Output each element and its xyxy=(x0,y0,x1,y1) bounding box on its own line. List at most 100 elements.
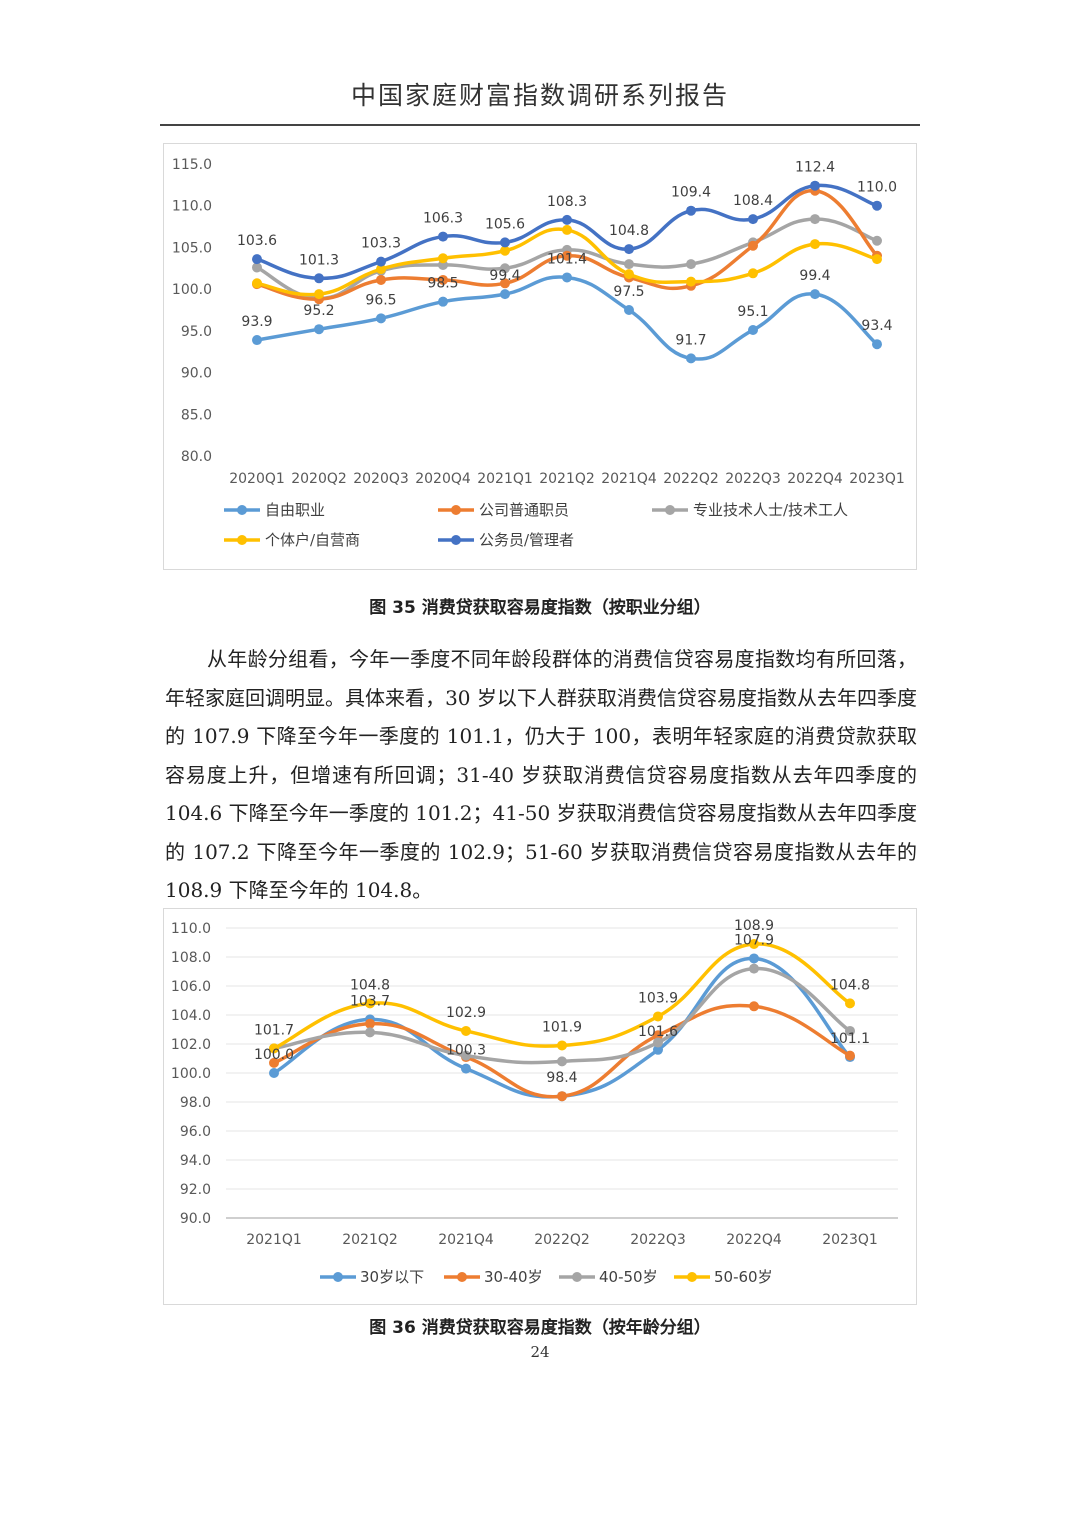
legend-label: 30岁以下 xyxy=(360,1268,424,1286)
data-label: 108.3 xyxy=(547,194,587,210)
data-point xyxy=(365,1018,375,1029)
data-label: 106.3 xyxy=(423,211,463,227)
data-point xyxy=(314,273,324,284)
data-point xyxy=(500,245,510,256)
data-label: 101.7 xyxy=(254,1022,294,1038)
y-tick-label: 96.0 xyxy=(180,1124,211,1140)
data-point xyxy=(624,244,634,255)
data-label: 101.1 xyxy=(830,1031,870,1047)
y-tick-label: 90.0 xyxy=(181,366,212,382)
figure-36-caption: 图 36 消费贷获取容易度指数（按年龄分组） xyxy=(369,1318,711,1338)
y-tick-label: 85.0 xyxy=(181,407,212,423)
data-label: 105.6 xyxy=(485,216,525,232)
data-label: 108.9 xyxy=(734,918,774,934)
data-point xyxy=(376,274,386,285)
legend-label: 公司普通职员 xyxy=(479,501,569,519)
data-point xyxy=(653,1030,663,1041)
data-label: 109.4 xyxy=(671,185,711,201)
data-point xyxy=(810,239,820,250)
data-label: 93.9 xyxy=(241,314,272,330)
x-tick-label: 2022Q3 xyxy=(725,471,781,487)
data-label: 95.2 xyxy=(303,303,334,319)
data-point xyxy=(686,259,696,270)
data-label: 91.7 xyxy=(675,332,706,348)
data-label: 96.5 xyxy=(365,292,396,308)
data-label: 103.6 xyxy=(237,233,277,249)
data-label: 99.4 xyxy=(489,268,520,284)
data-label: 100.3 xyxy=(446,1043,486,1059)
data-point xyxy=(461,1050,471,1061)
data-point xyxy=(749,1001,759,1012)
data-point xyxy=(748,268,758,279)
legend-marker xyxy=(451,505,461,515)
data-point xyxy=(500,289,510,300)
data-label: 108.4 xyxy=(733,193,773,209)
data-point xyxy=(376,313,386,324)
data-point xyxy=(653,1037,663,1048)
data-point xyxy=(872,254,882,265)
data-point xyxy=(562,272,572,283)
series-line xyxy=(255,275,879,361)
data-label: 103.7 xyxy=(350,993,390,1009)
data-label: 102.9 xyxy=(446,1005,486,1021)
data-point xyxy=(500,263,510,274)
x-tick-label: 2023Q1 xyxy=(849,471,905,487)
x-tick-label: 2022Q2 xyxy=(663,471,719,487)
data-label: 107.9 xyxy=(734,932,774,948)
data-point xyxy=(872,339,882,350)
page-header-title: 中国家庭财富指数调研系列报告 xyxy=(350,81,729,110)
legend-label: 30-40岁 xyxy=(484,1268,543,1286)
data-label: 110.0 xyxy=(857,180,897,196)
legend-marker xyxy=(457,1272,467,1282)
legend-marker xyxy=(237,535,247,545)
y-tick-label: 102.0 xyxy=(171,1037,211,1053)
y-tick-label: 92.0 xyxy=(180,1182,211,1198)
body-paragraph: 从年龄分组看，今年一季度不同年龄段群体的消费信贷容易度指数均有所回落，年轻家庭回… xyxy=(165,647,917,902)
occupation-line-chart: 80.0 85.0 90.0 95.0 100.0 105.0 110.0 115.0 2020… xyxy=(172,157,905,549)
x-tick-label: 2020Q3 xyxy=(353,471,409,487)
data-point xyxy=(845,1025,855,1036)
data-point xyxy=(252,278,262,289)
data-label: 99.4 xyxy=(799,268,830,284)
data-point xyxy=(686,276,696,287)
data-label: 103.3 xyxy=(361,236,401,252)
y-tick-label: 105.0 xyxy=(172,240,212,256)
legend-label: 公务员/管理者 xyxy=(479,531,574,549)
data-label: 101.4 xyxy=(547,251,587,267)
data-label: 112.4 xyxy=(795,160,835,176)
x-tick-label: 2021Q2 xyxy=(539,471,595,487)
data-label: 98.4 xyxy=(546,1070,577,1086)
data-point xyxy=(562,224,572,235)
data-label: 104.8 xyxy=(609,223,649,239)
data-point xyxy=(461,1063,471,1074)
data-point xyxy=(252,335,262,346)
data-point xyxy=(252,262,262,273)
data-point xyxy=(438,231,448,242)
y-tick-label: 98.0 xyxy=(180,1095,211,1111)
data-label: 101.9 xyxy=(542,1019,582,1035)
x-tick-label: 2021Q1 xyxy=(477,471,533,487)
data-point xyxy=(269,1057,279,1068)
data-label: 103.9 xyxy=(638,990,678,1006)
data-point xyxy=(562,250,572,261)
data-point xyxy=(810,214,820,225)
data-point xyxy=(749,963,759,974)
legend-marker xyxy=(665,505,675,515)
y-tick-label: 90.0 xyxy=(180,1211,211,1227)
y-tick-label: 110.0 xyxy=(172,199,212,215)
y-tick-label: 80.0 xyxy=(181,449,212,465)
data-label: 101.6 xyxy=(638,1024,678,1040)
x-tick-label: 2022Q2 xyxy=(534,1232,590,1248)
data-point xyxy=(749,953,759,964)
legend-label: 专业技术人士/技术工人 xyxy=(693,501,848,519)
data-point xyxy=(557,1056,567,1067)
data-point xyxy=(376,264,386,275)
y-tick-label: 108.0 xyxy=(171,950,211,966)
x-tick-label: 2022Q3 xyxy=(630,1232,686,1248)
data-point xyxy=(376,256,386,267)
data-point xyxy=(872,235,882,246)
legend-label: 自由职业 xyxy=(265,501,325,519)
x-tick-label: 2020Q1 xyxy=(229,471,285,487)
data-point xyxy=(314,289,324,300)
age-line-chart: 90.0 92.0 94.0 96.0 98.0 100.0 102.0 104.0 106.0… xyxy=(171,918,898,1286)
